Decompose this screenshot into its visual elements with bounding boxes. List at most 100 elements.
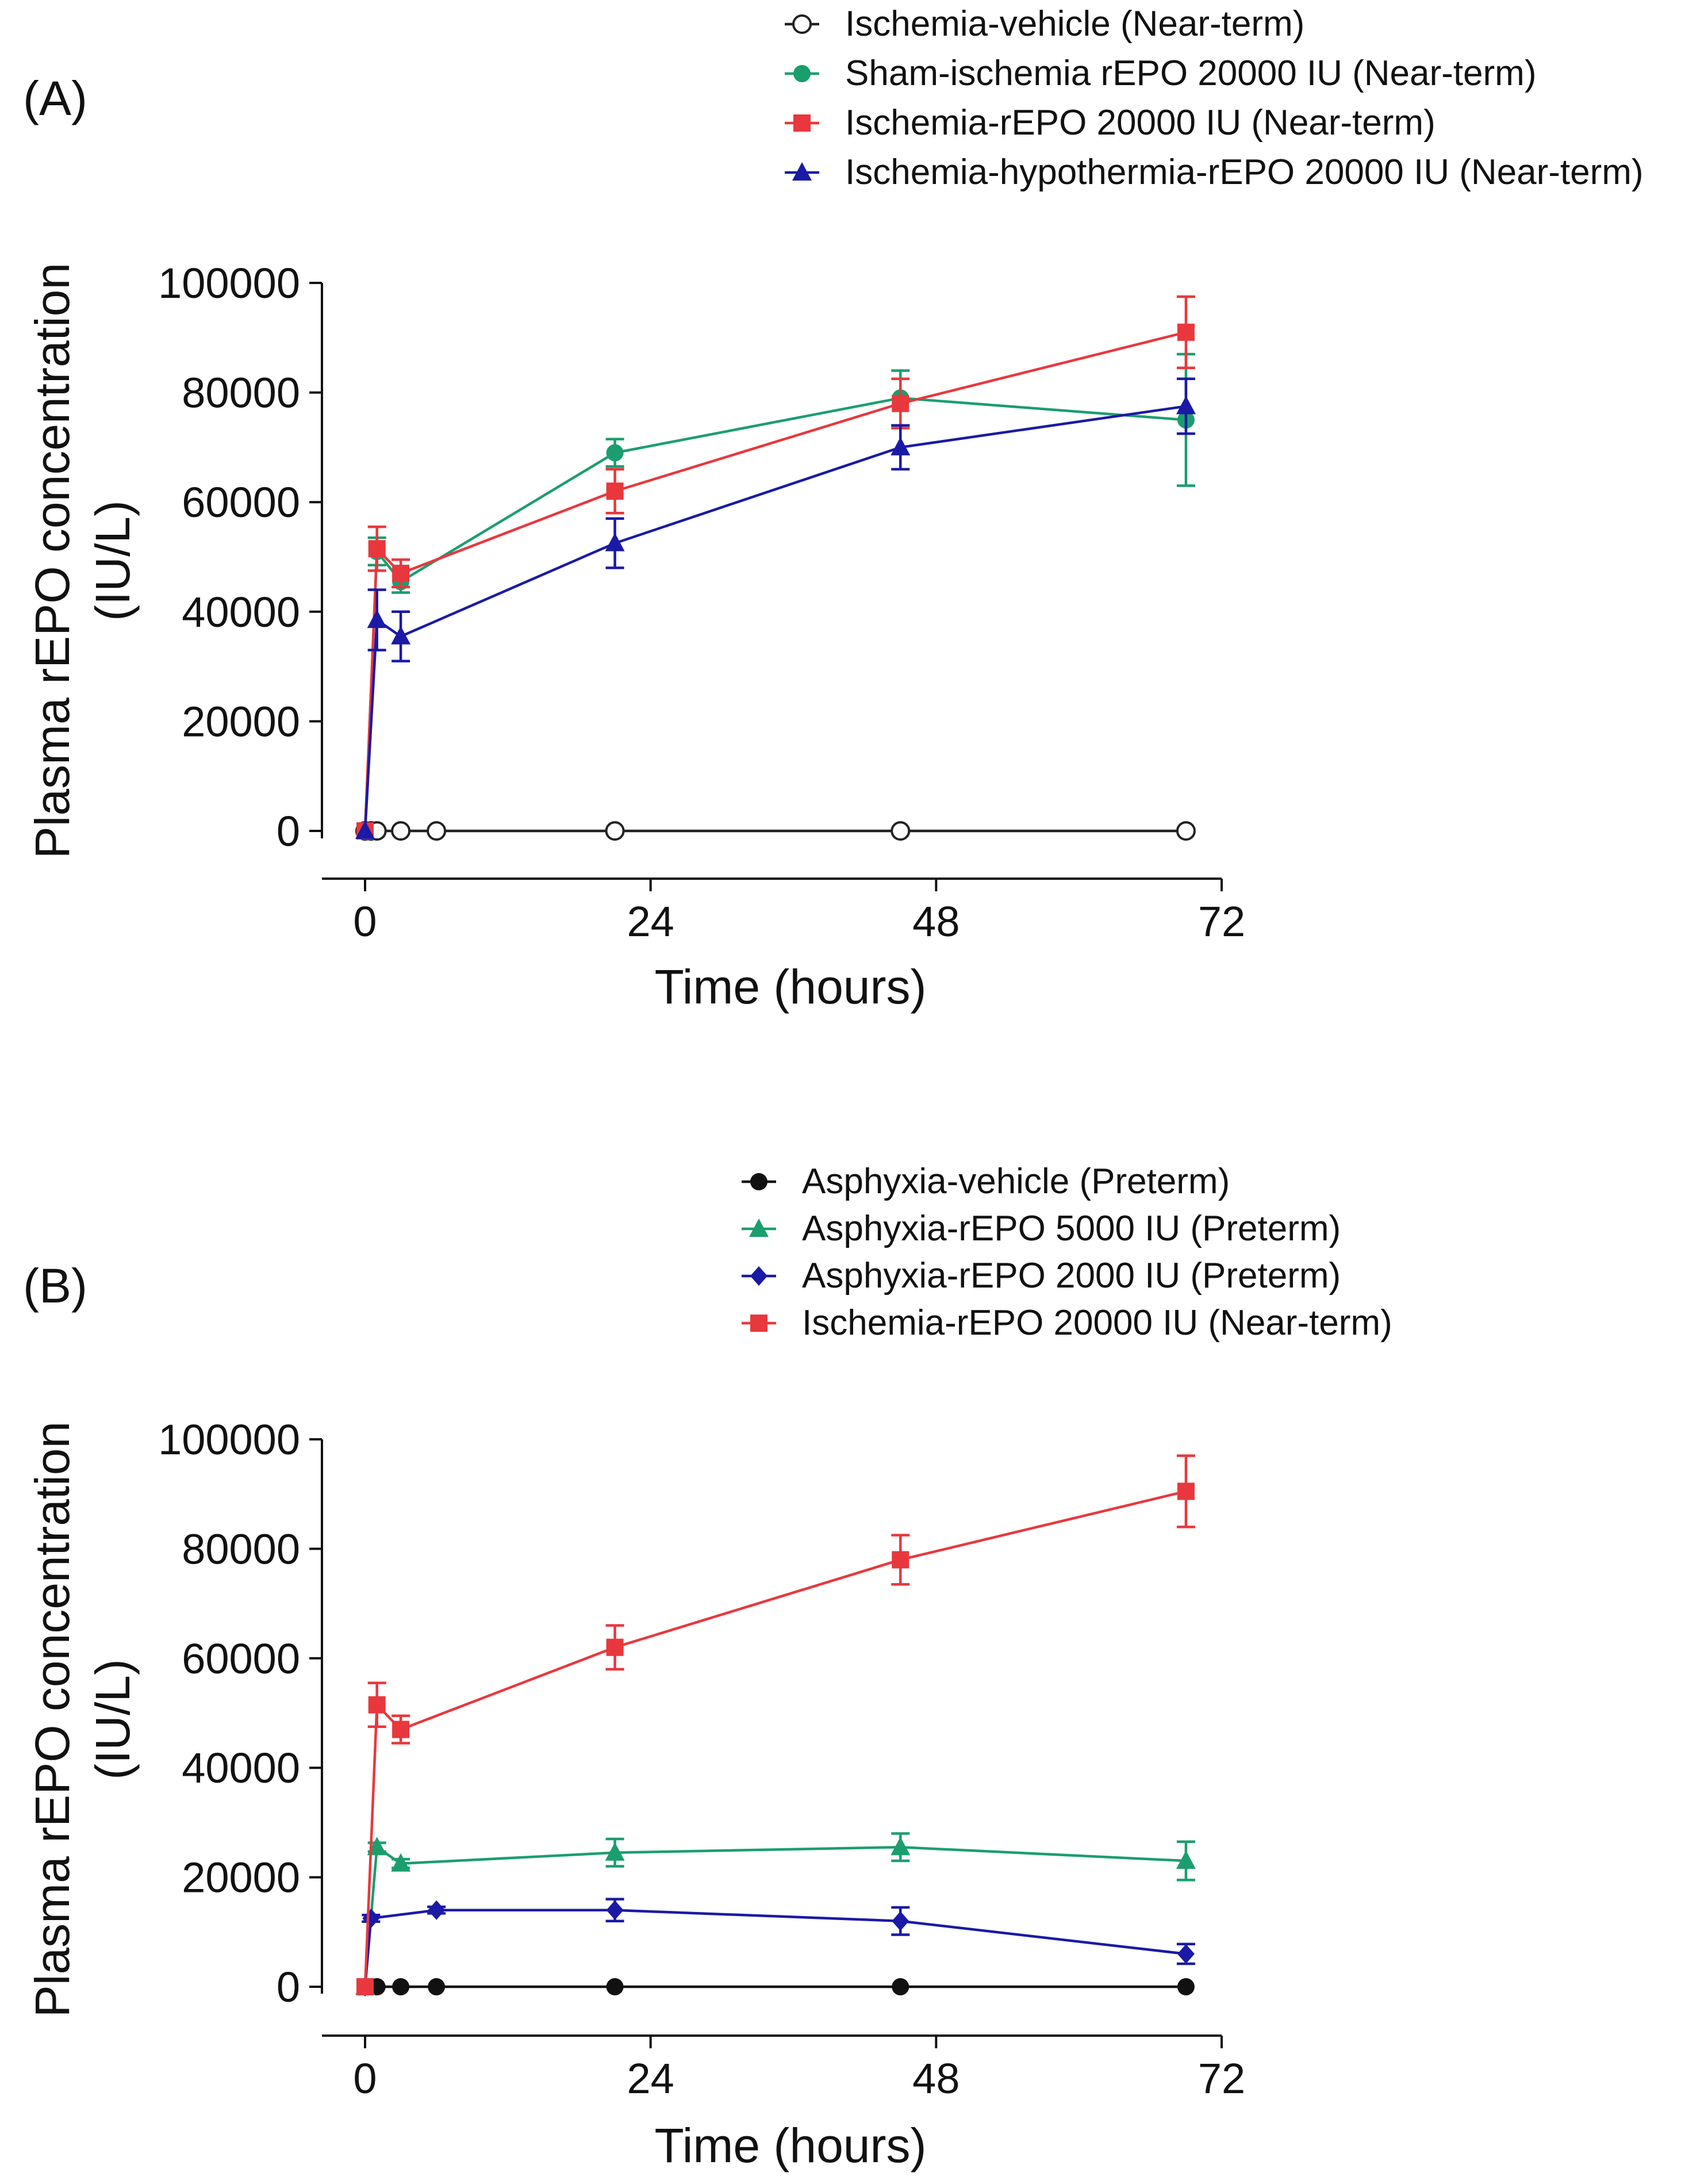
series-line — [363, 405, 1187, 832]
data-point — [891, 821, 911, 841]
data-point — [391, 821, 411, 841]
legend-item: Ischemia-rEPO 20000 IU (Near-term) — [785, 103, 1436, 143]
data-point — [368, 540, 386, 558]
panel-b-y-axis-title-line2: (IU/L) — [86, 1659, 140, 1780]
legend-label: Asphyxia-rEPO 5000 IU (Preterm) — [802, 1209, 1341, 1248]
data-point — [605, 1842, 625, 1861]
y-tick-label: 0 — [277, 807, 300, 855]
data-point — [606, 482, 624, 500]
data-point — [1177, 1944, 1195, 1964]
legend-label: Ischemia-vehicle (Near-term) — [845, 4, 1304, 44]
y-tick-label: 80000 — [182, 369, 300, 417]
legend-item: Ischemia-vehicle (Near-term) — [785, 4, 1304, 44]
data-point — [356, 1978, 374, 1995]
x-tick-label: 24 — [627, 2055, 674, 2102]
data-point — [1176, 821, 1196, 841]
data-point — [892, 394, 909, 412]
panel-b-label: (B) — [23, 1259, 87, 1313]
x-tick-label: 48 — [912, 898, 960, 945]
data-point — [605, 821, 625, 841]
legend-label: Ischemia-rEPO 20000 IU (Near-term) — [802, 1303, 1392, 1343]
panel-b-y-ticks: 0 20000 40000 60000 80000 100000 — [158, 1416, 322, 2011]
y-tick-label: 40000 — [182, 1744, 300, 1792]
legend-marker — [793, 65, 811, 82]
data-point — [606, 444, 624, 462]
legend-label: Ischemia-hypothermia-rEPO 20000 IU (Near… — [845, 152, 1644, 192]
data-point — [606, 1638, 624, 1656]
y-tick-label: 20000 — [182, 698, 300, 745]
legend-marker — [749, 1219, 769, 1237]
data-point — [368, 1696, 386, 1714]
panel-a-y-axis-title-line2: (IU/L) — [86, 500, 140, 621]
series-line — [363, 1490, 1187, 1987]
panel-a-legend: Ischemia-vehicle (Near-term) Sham-ischemi… — [785, 4, 1644, 192]
data-point — [427, 821, 447, 841]
data-point — [428, 1900, 446, 1920]
legend-item: Sham-ischemia rEPO 20000 IU (Near-term) — [785, 53, 1536, 93]
legend-marker — [750, 1173, 767, 1190]
series-3 — [355, 377, 1196, 839]
y-tick-label: 80000 — [182, 1525, 300, 1573]
y-tick-label: 60000 — [182, 1635, 300, 1683]
legend-label: Sham-ischemia rEPO 20000 IU (Near-term) — [845, 53, 1536, 93]
x-tick-label: 72 — [1198, 898, 1245, 945]
panel-a: (A) Ischemia-vehicle (Near-term) Sham-isc… — [23, 4, 1644, 1014]
legend-label: Asphyxia-rEPO 2000 IU (Preterm) — [802, 1256, 1341, 1296]
panel-b-legend: Asphyxia-vehicle (Preterm) Asphyxia-rEPO … — [742, 1162, 1392, 1343]
data-point — [1176, 396, 1196, 415]
panel-b-y-axis-title-line1: Plasma rEPO concentration — [25, 1421, 79, 2017]
legend-label: Asphyxia-vehicle (Preterm) — [802, 1162, 1230, 1201]
panel-a-x-axis-title: Time (hours) — [655, 960, 927, 1014]
y-tick-label: 60000 — [182, 478, 300, 526]
legend-marker — [793, 114, 811, 132]
legend-item: Asphyxia-rEPO 5000 IU (Preterm) — [742, 1209, 1341, 1248]
data-point — [391, 1853, 411, 1872]
y-tick-label: 40000 — [182, 588, 300, 636]
panel-b: (B) Asphyxia-vehicle (Preterm) Asphyxia-r… — [23, 1162, 1392, 2172]
legend-item: Ischemia-hypothermia-rEPO 20000 IU (Near… — [785, 152, 1644, 192]
data-point — [1177, 1978, 1195, 1995]
panel-a-y-ticks: 0 20000 40000 60000 80000 100000 — [158, 259, 322, 855]
y-tick-label: 0 — [277, 1963, 300, 2011]
series-line — [363, 331, 1187, 832]
series-line — [363, 1909, 1187, 1987]
legend-item: Ischemia-rEPO 20000 IU (Near-term) — [742, 1303, 1392, 1343]
legend-marker — [792, 162, 812, 181]
x-tick-label: 0 — [353, 898, 377, 945]
data-point — [367, 610, 387, 629]
data-point — [892, 1978, 909, 1995]
data-point — [355, 821, 375, 839]
series-line — [363, 1845, 1187, 1987]
data-point — [391, 626, 411, 645]
data-point — [891, 1837, 911, 1856]
panel-b-x-ticks: 0 24 48 72 — [353, 2036, 1245, 2102]
y-tick-label: 100000 — [158, 259, 300, 307]
data-point — [892, 1911, 909, 1931]
data-point — [606, 1978, 624, 1995]
x-tick-label: 0 — [353, 2055, 377, 2102]
x-tick-label: 72 — [1198, 2055, 1245, 2102]
legend-label: Ischemia-rEPO 20000 IU (Near-term) — [845, 103, 1436, 143]
panel-a-plot-area — [355, 295, 1196, 841]
legend-item: Asphyxia-rEPO 2000 IU (Preterm) — [742, 1256, 1341, 1296]
data-point — [428, 1978, 446, 1995]
data-point — [392, 1721, 410, 1738]
panel-a-y-axis-title-line1: Plasma rEPO concentration — [25, 263, 79, 859]
y-tick-label: 100000 — [158, 1416, 300, 1463]
series-3 — [356, 1454, 1195, 1995]
x-tick-label: 48 — [912, 2055, 960, 2102]
x-tick-label: 24 — [627, 898, 674, 945]
panel-b-x-axis-title: Time (hours) — [655, 2118, 927, 2172]
panel-a-x-ticks: 0 24 48 72 — [353, 879, 1245, 945]
legend-marker — [750, 1315, 767, 1332]
legend-marker — [750, 1266, 767, 1286]
legend-item: Asphyxia-vehicle (Preterm) — [742, 1162, 1230, 1201]
data-point — [891, 436, 911, 455]
legend-marker — [792, 14, 812, 34]
data-point — [1177, 1482, 1195, 1500]
data-point — [892, 1551, 909, 1569]
data-point — [1176, 1850, 1196, 1869]
data-point — [392, 565, 410, 583]
data-point — [1177, 323, 1195, 341]
